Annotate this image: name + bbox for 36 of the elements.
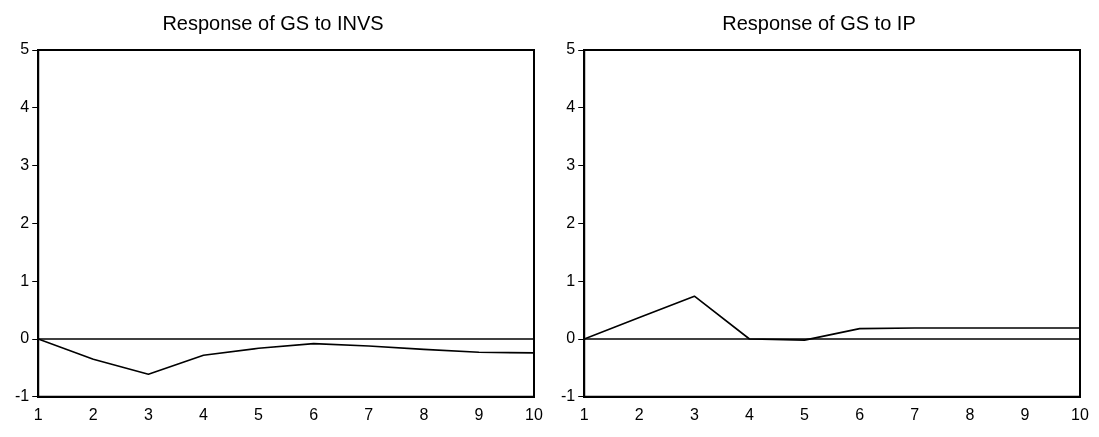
chart-title: Response of GS to INVS <box>162 11 384 34</box>
x-tick-label: 4 <box>745 405 755 423</box>
x-tick-label: 5 <box>254 405 264 423</box>
y-tick-label: 0 <box>20 329 30 347</box>
y-tick-label: 3 <box>20 156 30 174</box>
x-tick-label: 9 <box>474 405 484 423</box>
x-tick-label: 7 <box>364 405 374 423</box>
x-tick-label: 3 <box>689 405 699 423</box>
x-tick-label: 6 <box>855 405 865 423</box>
y-tick-label: 5 <box>20 40 30 58</box>
x-tick-label: 2 <box>88 405 98 423</box>
x-tick-label: 8 <box>419 405 429 423</box>
y-tick-label: 1 <box>20 271 30 289</box>
x-tick-label: 8 <box>965 405 975 423</box>
x-tick-label: 1 <box>33 405 43 423</box>
y-tick-label: 3 <box>566 156 576 174</box>
x-tick-label: 10 <box>1071 405 1089 423</box>
y-tick-label: 1 <box>566 271 576 289</box>
y-tick-label: -1 <box>14 387 30 405</box>
y-tick-label: 0 <box>566 329 576 347</box>
y-tick-label: 5 <box>566 40 576 58</box>
x-tick-label: 5 <box>800 405 810 423</box>
x-tick-label: 10 <box>525 405 543 423</box>
x-tick-label: 2 <box>634 405 644 423</box>
y-tick-label: 4 <box>566 98 576 116</box>
x-tick-label: 9 <box>1020 405 1030 423</box>
y-tick-label: 4 <box>20 98 30 116</box>
x-tick-label: 7 <box>910 405 920 423</box>
y-tick-label: 2 <box>20 213 30 231</box>
x-tick-label: 4 <box>199 405 209 423</box>
x-tick-label: 1 <box>579 405 589 423</box>
y-tick-label: 2 <box>566 213 576 231</box>
y-tick-label: -1 <box>560 387 576 405</box>
x-tick-label: 3 <box>143 405 153 423</box>
chart-title: Response of GS to IP <box>722 11 916 34</box>
x-tick-label: 6 <box>309 405 319 423</box>
